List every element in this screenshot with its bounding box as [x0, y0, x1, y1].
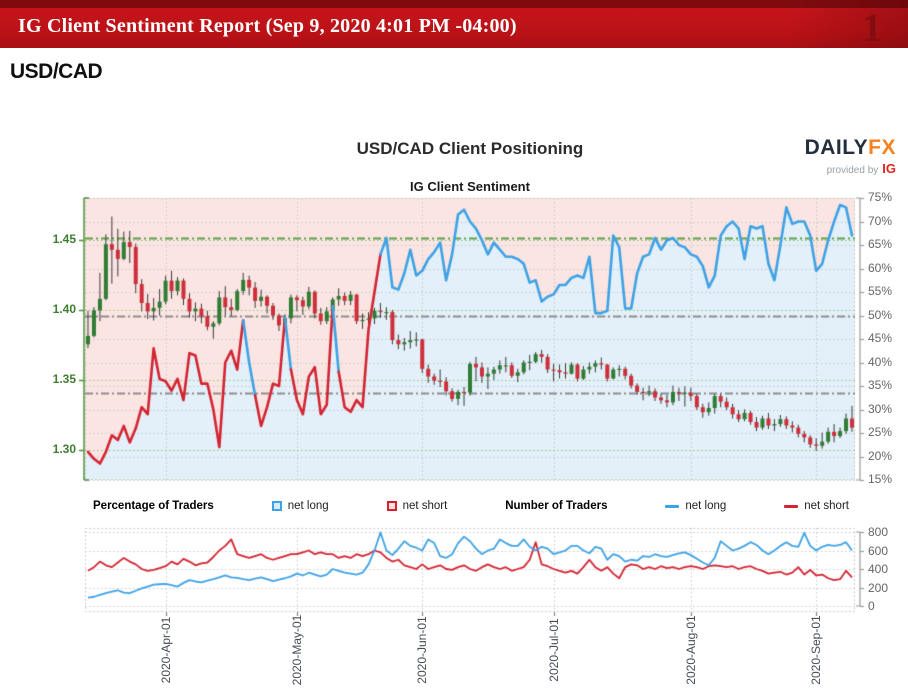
- pct-tick-label: 55%: [868, 284, 893, 298]
- price-tick-label: 1.45: [52, 232, 76, 246]
- pct-tick-label: 60%: [868, 260, 893, 275]
- date-tick-label: 2020-May-01: [289, 614, 304, 686]
- pct-tick-label: 75%: [868, 190, 893, 204]
- pct-tick-label: 50%: [868, 307, 893, 322]
- date-tick-label: 2020-Aug-01: [683, 615, 698, 685]
- provided-by-label: provided by: [826, 165, 879, 176]
- legend-number-title: Number of Traders: [505, 500, 608, 512]
- pct-tick-label: 30%: [868, 401, 893, 416]
- legend-percentage-title: Percentage of Traders: [93, 500, 214, 512]
- dailyfx-logo: DAILYFX provided by IG: [805, 136, 896, 176]
- chart-legend: Percentage of Traders net long net short…: [85, 495, 857, 517]
- ig-logo: IG: [882, 161, 896, 176]
- price-tick-label: 1.30: [52, 442, 76, 456]
- dailyfx-logo-fx: FX: [868, 136, 896, 159]
- pct-tick-label: 40%: [868, 354, 893, 369]
- count-tick-label: 400: [868, 562, 889, 576]
- chart-title: USD/CAD Client Positioning: [356, 139, 584, 158]
- legend-pct-net-long-label: net long: [287, 500, 329, 512]
- net-long-line-icon: [665, 504, 680, 508]
- legend-num-net-short: net short: [784, 500, 849, 512]
- count-tick-label: 800: [868, 525, 889, 539]
- report-title: IG Client Sentiment Report (Sep 9, 2020 …: [18, 15, 517, 37]
- net-long-swatch-icon: [271, 501, 282, 511]
- price-tick-label: 1.35: [52, 372, 76, 386]
- net-short-swatch-icon: [386, 501, 397, 511]
- count-tick-label: 200: [868, 580, 889, 595]
- legend-pct-net-short: net short: [386, 500, 448, 512]
- date-tick-label: 2020-Apr-01: [158, 616, 173, 684]
- legend-num-net-short-label: net short: [804, 500, 849, 512]
- count-tick-label: 600: [868, 543, 889, 558]
- legend-num-net-long-label: net long: [685, 500, 727, 512]
- chart-subtitle: IG Client Sentiment: [410, 179, 530, 194]
- report-header: 1 IG Client Sentiment Report (Sep 9, 202…: [0, 0, 908, 51]
- count-tick-label: 0: [868, 599, 875, 613]
- header-shade: [788, 0, 908, 48]
- pct-tick-label: 20%: [868, 448, 893, 463]
- main-sentiment-price-chart: [78, 193, 866, 485]
- pct-tick-label: 35%: [868, 378, 893, 392]
- pct-tick-label: 65%: [868, 237, 893, 251]
- net-short-line-icon: [784, 504, 799, 508]
- header-watermark: 1: [862, 4, 882, 51]
- legend-pct-net-short-label: net short: [402, 500, 448, 512]
- price-tick-label: 1.40: [52, 302, 76, 316]
- pct-tick-label: 15%: [868, 472, 893, 486]
- trader-count-chart: [78, 524, 866, 616]
- legend-num-net-long: net long: [665, 500, 726, 512]
- pct-tick-label: 25%: [868, 425, 893, 439]
- pct-tick-label: 45%: [868, 331, 893, 345]
- pct-tick-label: 70%: [868, 213, 893, 228]
- legend-pct-net-long: net long: [271, 500, 329, 512]
- instrument-title: USD/CAD: [10, 60, 103, 83]
- date-tick-label: 2020-Sep-01: [809, 615, 824, 685]
- date-tick-label: 2020-Jul-01: [546, 618, 561, 682]
- dailyfx-logo-daily: DAILY: [804, 136, 869, 159]
- date-tick-label: 2020-Jun-01: [415, 616, 430, 684]
